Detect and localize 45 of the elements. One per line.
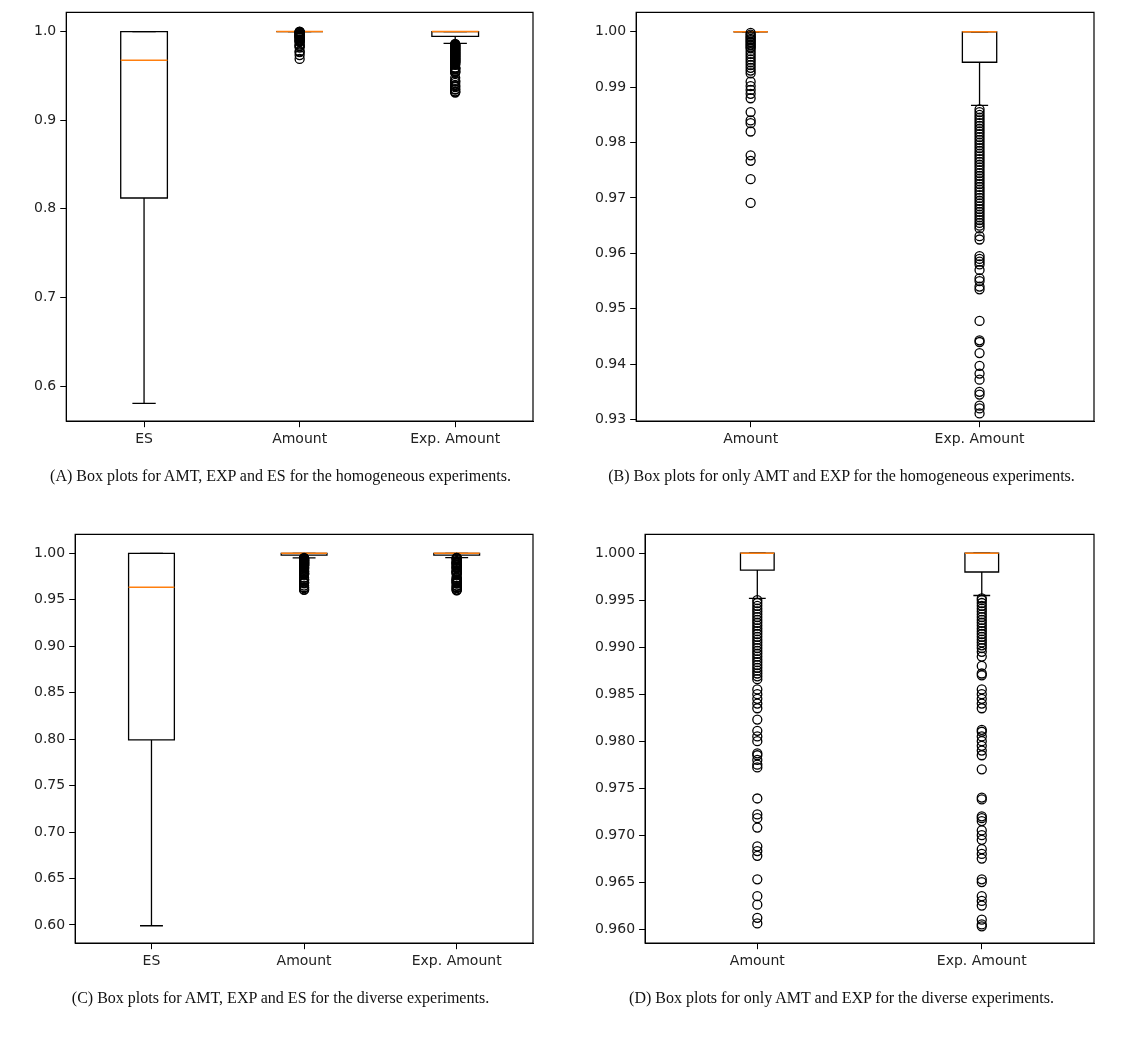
y-tick-label: 0.70 (34, 822, 66, 839)
y-tick-label: 0.960 (594, 919, 636, 936)
y-tick-label: 0.985 (594, 684, 636, 701)
y-tick-label: 1.000 (594, 543, 636, 560)
y-tick-label: 0.980 (594, 731, 636, 748)
x-tick-label: Exp. Amount (934, 430, 1026, 447)
x-tick-label: Exp. Amount (936, 952, 1028, 969)
y-tick-label: 0.975 (594, 778, 636, 795)
y-tick-label: 0.90 (34, 636, 66, 653)
x-tick-label: ES (142, 952, 161, 969)
y-tick-label: 0.95 (595, 299, 627, 316)
y-tick-label: 0.965 (594, 872, 636, 889)
y-tick-label: 0.85 (34, 683, 66, 700)
x-tick-label: Exp. Amount (410, 430, 501, 447)
x-tick-label: Exp. Amount (411, 952, 503, 969)
y-tick-label: 1.0 (34, 22, 57, 39)
x-tick-label: ES (135, 430, 154, 447)
x-tick-label: Amount (723, 430, 779, 447)
x-tick-label: Amount (272, 430, 328, 447)
x-tick-label: Amount (729, 952, 786, 969)
text: (A) Box plots for AMT, EXP and ES for the homogeneous experiments. (49, 466, 512, 486)
y-tick-label: 1.00 (34, 543, 66, 560)
y-tick-label: 0.80 (34, 729, 66, 746)
y-tick-label: 0.65 (34, 869, 66, 886)
y-tick-label: 1.00 (595, 22, 627, 39)
text: (B) Box plots for only AMT and EXP for the homogeneous experiments. (607, 466, 1076, 486)
y-tick-label: 0.9 (34, 110, 57, 127)
y-tick-label: 0.8 (34, 199, 57, 216)
y-tick-label: 0.95 (34, 590, 66, 607)
y-tick-label: 0.93 (595, 410, 627, 427)
y-tick-label: 0.99 (595, 77, 627, 94)
y-tick-label: 0.7 (34, 288, 57, 305)
y-tick-label: 0.97 (595, 188, 627, 205)
y-tick-label: 0.98 (595, 133, 627, 150)
y-tick-label: 0.970 (594, 825, 636, 842)
x-tick-label: Amount (276, 952, 333, 969)
y-tick-label: 0.75 (34, 776, 66, 793)
y-tick-label: 0.94 (595, 354, 627, 371)
text: (C) Box plots for AMT, EXP and ES for the diverse experiments. (70, 988, 491, 1008)
y-tick-label: 0.995 (594, 590, 636, 607)
y-tick-label: 0.6 (34, 376, 57, 393)
y-tick-label: 0.60 (34, 915, 66, 932)
y-tick-label: 0.96 (595, 244, 627, 260)
y-tick-label: 0.990 (594, 637, 636, 654)
text: (D) Box plots for only AMT and EXP for the diverse experiments. (628, 988, 1055, 1008)
